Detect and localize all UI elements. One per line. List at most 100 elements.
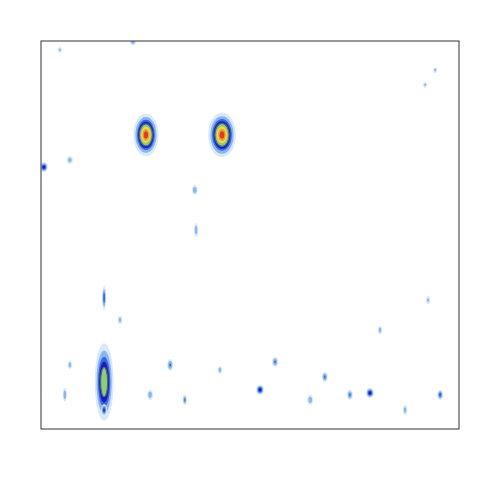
chart [0,0,480,480]
contour-level [99,362,109,403]
density-peak [67,156,73,164]
contour-level [349,393,351,396]
contour-level [67,156,73,164]
contour-level [213,121,230,149]
contour-level [258,387,262,392]
contour-level [139,124,152,146]
contour-level [130,41,136,45]
contour-level [148,392,152,398]
density-peak [218,366,222,374]
contour-level [217,126,227,143]
density-peak [208,113,236,158]
contour-level [426,296,430,304]
contour-level [58,47,62,53]
contour-level [215,123,229,146]
contour-level [103,409,104,412]
contour-level [103,407,106,413]
density-peak [118,316,122,324]
contour-level [218,129,226,141]
density-peak [366,388,374,398]
contour-level [366,388,374,398]
density-peak [194,223,198,237]
contour-level [404,407,407,413]
contour-level [147,390,153,400]
contour-level [103,293,105,303]
density-peak [322,372,328,382]
density-peak [426,296,430,304]
density-peak [437,390,443,400]
contour-level [193,187,197,193]
contour-level [427,298,429,302]
contour-level [102,286,106,310]
contour-level [368,390,372,395]
density-peak [272,357,278,367]
contour-level [194,223,198,237]
contour-level [220,131,225,138]
contour-level [433,67,437,73]
contour-level [210,116,233,154]
contour-level [68,158,72,163]
contour-level [68,361,72,369]
contour-level [42,164,46,169]
density-peak [101,404,107,416]
contour-level [63,388,67,402]
contour-level [101,367,108,396]
contour-level [41,163,47,171]
density-peak [167,359,173,371]
contour-level [323,374,327,381]
density-peak [95,343,114,421]
contour-level [434,69,436,72]
contour-level [183,396,186,403]
contour-level [167,359,173,371]
contour-level [378,326,382,334]
contour-level [64,391,67,399]
contour-level [324,376,326,379]
contour-level [438,391,442,398]
contour-level [322,372,328,382]
density-peak [307,395,313,405]
contour-level [212,119,232,151]
contour-level [137,120,155,150]
density-peak [378,326,382,334]
density-peak [130,41,136,45]
contour-level [133,114,158,157]
contour-level [118,316,122,324]
contour-level [183,395,187,405]
contour-level [347,390,353,400]
contour-level [119,317,122,322]
contour-level [369,391,372,394]
contour-level [308,397,312,403]
contour-level [101,404,107,416]
contour-level [144,131,148,138]
contour-level [169,363,171,366]
density-peak [63,388,67,402]
density-peak [183,395,187,405]
contour-level [272,357,278,367]
contour-level [218,366,222,374]
density-peak [256,385,264,395]
contour-level [138,122,153,148]
density-peak [433,67,437,73]
contour-level [273,358,277,365]
contour-level [256,385,264,395]
contour-level [102,406,106,415]
contour-level [219,368,222,373]
contour-level [69,363,72,368]
contour-level [403,405,407,415]
density-peak [403,405,407,415]
contour-level [168,361,172,369]
density-peak [41,162,48,172]
density-peak [133,114,158,157]
contour-level [257,386,263,394]
density-peak [192,185,198,195]
contour-level [41,162,48,172]
contour-level [59,49,61,52]
contour-level [43,165,46,168]
contour-level [135,117,156,153]
density-peak [68,361,72,369]
density-peak [423,82,427,88]
contour-level [348,391,352,398]
contour-level [379,328,382,333]
contour-layer [41,41,443,421]
contour-level [192,185,198,195]
